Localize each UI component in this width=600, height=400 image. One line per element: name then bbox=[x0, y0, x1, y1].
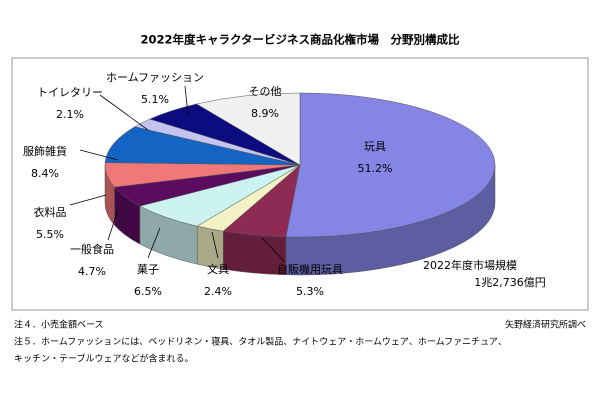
slice-label: 服飾雑貨 bbox=[23, 144, 67, 158]
value-label: 5.3% bbox=[296, 285, 324, 298]
leader-line bbox=[99, 94, 149, 131]
slice bbox=[195, 92, 301, 166]
leader-line bbox=[184, 85, 189, 116]
slice-label: 衣料品 bbox=[34, 205, 67, 219]
chart-frame bbox=[11, 57, 589, 311]
slice bbox=[104, 126, 301, 166]
slice-label: その他 bbox=[249, 85, 282, 98]
value-label: 5.5% bbox=[36, 228, 64, 241]
slice-label: 一般食品 bbox=[70, 242, 114, 256]
leader-line bbox=[69, 194, 107, 206]
slice-label: トイレタリー bbox=[37, 86, 103, 99]
value-label: 51.2% bbox=[358, 162, 393, 175]
value-label: 6.5% bbox=[134, 285, 162, 298]
labels: 玩具 51.2% 自販機用玩具 5.3% 文具 2.4% 菓子 6.5% 一般食品 4.7% 衣料品… bbox=[23, 71, 392, 298]
slice bbox=[285, 92, 496, 238]
slice-label: 自販機用玩具 bbox=[277, 262, 343, 276]
leader-line bbox=[79, 149, 119, 161]
value-label: 5.1% bbox=[141, 93, 169, 106]
pie bbox=[104, 92, 496, 276]
note: 注４．小売金額ベース bbox=[14, 319, 104, 331]
chart-title: 2022年度キャラクタービジネス商品化権市場 分野別構成比 bbox=[140, 33, 460, 47]
leader-line bbox=[147, 227, 161, 259]
value-label: 8.9% bbox=[251, 107, 279, 120]
slice-label: 玩具 bbox=[364, 140, 386, 153]
note: 注５．ホームファッションには、ベッドリネン・寝具、タオル製品、ナイトウェア・ホー… bbox=[14, 336, 507, 348]
slice-label: ホームファッション bbox=[106, 71, 204, 84]
leader-line bbox=[107, 209, 119, 241]
leader-line bbox=[211, 231, 219, 259]
value-label: 2.4% bbox=[204, 285, 232, 298]
source: 矢野経済研究所調べ bbox=[505, 319, 586, 331]
note: キッチン・テーブルウェアなどが含まれる。 bbox=[14, 353, 193, 365]
value-label: 8.4% bbox=[31, 167, 59, 180]
slice-label: 菓子 bbox=[137, 263, 159, 276]
leader-line bbox=[261, 237, 286, 263]
market-size-value: 1兆2,736億円 bbox=[474, 276, 546, 289]
slice-label: 文具 bbox=[207, 262, 229, 276]
market-size-label: 2022年度市場規模 bbox=[423, 258, 517, 272]
value-label: 4.7% bbox=[78, 265, 106, 278]
value-label: 2.1% bbox=[56, 108, 84, 121]
